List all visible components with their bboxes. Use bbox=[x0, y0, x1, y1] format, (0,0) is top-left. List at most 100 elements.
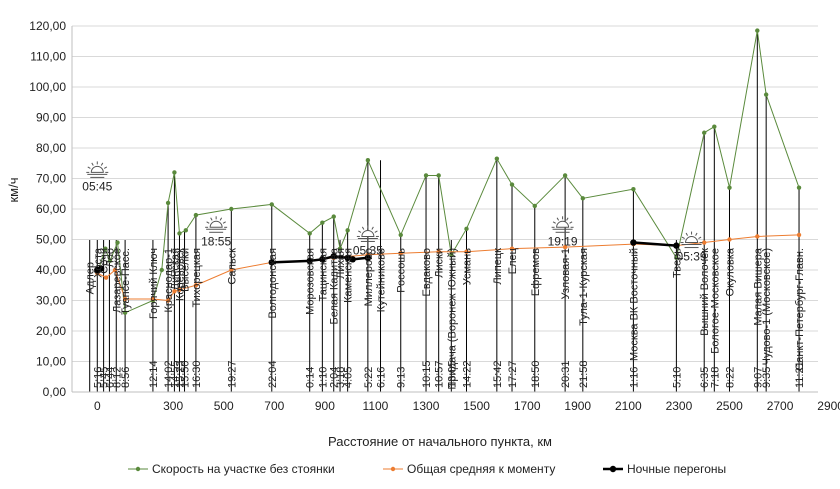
series-average-point bbox=[165, 298, 171, 303]
time-labels: 5:165:456:448:128:56 12:14 14:0214:5515:23… bbox=[92, 360, 806, 388]
sunset-sun-arc bbox=[556, 220, 570, 228]
series-speed-point bbox=[331, 214, 336, 219]
sunset-icon bbox=[205, 216, 228, 233]
series-speed-point bbox=[674, 255, 679, 260]
legend-label-night: Ночные перегоны bbox=[627, 462, 726, 476]
station-label: Евдаково bbox=[421, 248, 433, 297]
series-average-point bbox=[193, 283, 199, 288]
station-time-label: 10:15 bbox=[421, 360, 433, 388]
series-average-point bbox=[562, 244, 568, 250]
sunrise-sun-ray bbox=[371, 226, 374, 230]
x-axis-title: Расстояние от начального пункта, км bbox=[328, 434, 552, 449]
series-speed-point bbox=[177, 231, 182, 236]
station-time-label: 15:50 bbox=[180, 360, 192, 388]
y-tick-label: 90,00 bbox=[36, 111, 66, 125]
series-night-point bbox=[673, 242, 680, 249]
x-tick-label: 2100 bbox=[615, 399, 642, 413]
station-time-label: 16:30 bbox=[191, 360, 203, 388]
sunrise-time-label: 05:39 bbox=[677, 250, 707, 264]
sunrise-sun-arc bbox=[361, 229, 375, 237]
station-time-label: 14:55 bbox=[169, 360, 181, 388]
sunrise-sun-arc bbox=[685, 236, 699, 244]
x-tick-label: 1500 bbox=[463, 399, 490, 413]
sunset-sun-ray bbox=[552, 221, 556, 224]
station-time-label: 12:14 bbox=[148, 360, 160, 388]
station-time-label: 6:16 bbox=[376, 367, 388, 388]
station-label: Тацинская bbox=[317, 248, 329, 302]
series-speed-point bbox=[562, 173, 568, 178]
x-tick-label: 700 bbox=[264, 399, 284, 413]
y-tick-label: 80,00 bbox=[36, 141, 66, 155]
station-time-label: 6:35 bbox=[699, 367, 711, 388]
x-tick-label: 2300 bbox=[666, 399, 693, 413]
sunrise-sun-ray bbox=[87, 166, 91, 169]
station-label: Усмань bbox=[461, 248, 473, 286]
series-speed-point bbox=[494, 156, 500, 161]
y-tick-label: 20,00 bbox=[36, 324, 66, 338]
series-speed-point bbox=[436, 173, 441, 178]
sunrise-sun-ray bbox=[103, 166, 108, 169]
station-label: Адлер bbox=[85, 262, 97, 294]
station-label: Ефремов bbox=[530, 248, 542, 296]
x-tick-label: 300 bbox=[163, 399, 183, 413]
series-speed-point bbox=[631, 186, 636, 192]
series-speed-point bbox=[532, 203, 537, 209]
series-night-point bbox=[364, 254, 372, 261]
y-tick-label: 50,00 bbox=[36, 233, 66, 247]
series-speed-point bbox=[464, 226, 469, 232]
station-time-label: 8:12 bbox=[111, 367, 123, 388]
station-label: Тверь bbox=[671, 248, 683, 278]
station-time-label: 6:44 bbox=[104, 367, 116, 388]
sunset-sun-ray bbox=[569, 221, 573, 224]
series-speed-point bbox=[165, 200, 171, 206]
series-speed-point bbox=[320, 220, 325, 225]
sunset-sun-ray bbox=[219, 217, 223, 221]
series-speed-point bbox=[580, 196, 586, 201]
series-average-point bbox=[436, 249, 441, 254]
series-average-point bbox=[172, 289, 177, 294]
station-label: Каменская bbox=[343, 248, 355, 303]
y-tick-label: 120,00 bbox=[29, 19, 66, 33]
series-speed-point bbox=[229, 206, 234, 212]
station-label: Тула-1-Курская bbox=[578, 248, 590, 326]
station-label: Лихая bbox=[335, 248, 347, 279]
series-night-point bbox=[306, 257, 313, 265]
series-night-point bbox=[630, 239, 637, 246]
series-speed-point bbox=[269, 202, 274, 207]
legend-marker-speed bbox=[135, 466, 141, 472]
series-average-point bbox=[464, 249, 469, 254]
series-night-point bbox=[97, 265, 105, 272]
y-tick-label: 40,00 bbox=[36, 263, 66, 277]
series-night-line bbox=[633, 241, 677, 247]
sunrise-sun-arc bbox=[90, 165, 104, 173]
series-speed-point bbox=[107, 258, 113, 264]
station-label: Хоста bbox=[92, 247, 104, 278]
station-time-label: 5:45 bbox=[99, 367, 111, 388]
drop-lines bbox=[89, 30, 800, 392]
station-label: Елец bbox=[507, 247, 519, 274]
station-label: Чудово-1 (Московское) bbox=[761, 248, 773, 365]
series-speed-point bbox=[365, 158, 371, 163]
series-speed-point bbox=[796, 185, 802, 190]
legend: Скорость на участке без стоянки Общая ср… bbox=[128, 462, 726, 476]
sunset-sun-ray bbox=[556, 217, 560, 221]
series-speed-point bbox=[712, 124, 717, 129]
station-time-label: 4:05 bbox=[343, 367, 355, 388]
series-night-point bbox=[330, 253, 337, 260]
series-speed-point bbox=[183, 228, 188, 233]
sunrise-time-label: 05:45 bbox=[82, 179, 112, 193]
station-time-label: 20:31 bbox=[560, 360, 572, 388]
station-label: Краснодар-1 bbox=[163, 248, 175, 313]
station-time-label: 14:02 bbox=[163, 360, 175, 388]
station-label: Белая Калитва bbox=[329, 247, 341, 324]
x-tick-label: 900 bbox=[315, 399, 335, 413]
sunset-time-label: 19:19 bbox=[548, 234, 578, 248]
station-label: Узловая-1 bbox=[560, 248, 572, 300]
station-time-label: 5:10 bbox=[671, 367, 683, 388]
station-time-label: 7:18 bbox=[709, 367, 721, 388]
x-tick-label: 1300 bbox=[413, 399, 440, 413]
station-label: Волгодонская bbox=[267, 248, 279, 319]
sunrise-sun-ray bbox=[695, 232, 698, 236]
